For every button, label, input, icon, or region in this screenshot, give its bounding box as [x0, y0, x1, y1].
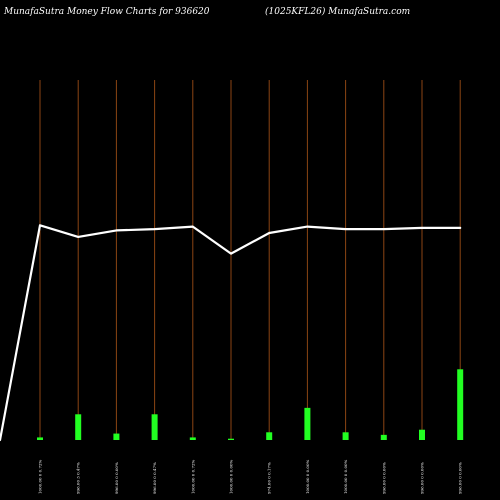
- bar: [304, 407, 311, 440]
- bar: [457, 369, 464, 440]
- tick-label: 1000.00 0 0.72%: [190, 459, 195, 494]
- line-point: [306, 225, 309, 228]
- line-point: [383, 228, 385, 230]
- bar: [37, 437, 43, 440]
- grid-lines: [39, 80, 461, 440]
- bar: [342, 432, 349, 440]
- tick-label: 996.00 0 0.00%: [458, 462, 463, 494]
- bar: [419, 429, 425, 440]
- tick-label: 996.00 0 0.00%: [114, 462, 119, 494]
- line-point: [115, 229, 118, 232]
- line-point: [421, 227, 423, 229]
- money-flow-line-group: [0, 224, 462, 442]
- chart-title: MunafaSutra Money Flow Charts for 936620: [3, 7, 210, 17]
- line-point: [344, 228, 347, 230]
- tick-label: 974.00 0 0.17%: [267, 462, 272, 494]
- line-point: [230, 252, 232, 255]
- line-point: [153, 228, 156, 230]
- line-point: [459, 227, 462, 229]
- bar: [113, 433, 120, 440]
- tick-label: 1000.00 0 0.00%: [343, 459, 348, 494]
- bar: [266, 432, 273, 440]
- bar: [228, 438, 234, 440]
- bar: [75, 414, 82, 440]
- tick-label: 996.00 3 0.47%: [76, 462, 81, 494]
- bars: [37, 369, 464, 440]
- tick-label: 1000.00 0 0.00%: [229, 459, 234, 494]
- tick-label: 996.00 0 0.00%: [420, 462, 425, 494]
- tick-label: 1000.00 0 0.00%: [305, 459, 310, 494]
- bar: [151, 414, 158, 440]
- bar: [380, 434, 387, 440]
- bar: [189, 437, 196, 440]
- line-point: [39, 224, 41, 227]
- line-point: [77, 236, 79, 238]
- tick-label: 996.00 0 0.00%: [381, 462, 386, 494]
- tick-label: 1000.00 0 0.72%: [38, 459, 43, 494]
- line-point: [268, 232, 271, 234]
- tick-labels: 1000.00 0 0.72% 996.00 3 0.47% 996.00 0 0.…: [38, 459, 463, 494]
- chart-title-right: (1025KFL26) MunafaSutra.com: [265, 6, 410, 17]
- line-point: [192, 225, 194, 228]
- tick-label: 996.00 0 0.47%: [152, 462, 157, 494]
